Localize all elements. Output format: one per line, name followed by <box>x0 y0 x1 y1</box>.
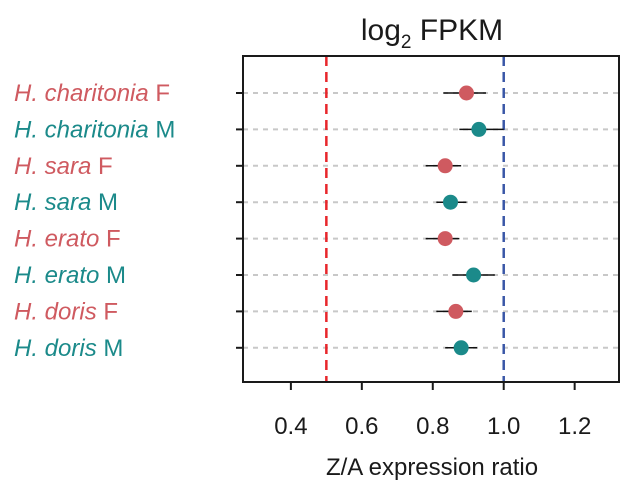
data-point <box>437 158 453 174</box>
row-label-sex: M <box>99 262 126 289</box>
row-label-species: H. doris <box>14 335 97 362</box>
row-label-species: H. charitonia <box>14 80 149 107</box>
data-point <box>448 303 464 319</box>
grid-lines <box>243 92 619 349</box>
x-ticks: 0.4 0.6 0.8 1.0 1.2 <box>274 382 591 440</box>
row-label-sex: F <box>97 298 118 325</box>
data-point <box>466 267 482 283</box>
row-label: H. sara F <box>14 153 113 180</box>
row-label: H. charitonia F <box>14 80 170 107</box>
row-label: H. erato M <box>14 262 126 289</box>
reference-lines <box>325 56 505 382</box>
row-label: H. doris F <box>14 298 118 325</box>
row-label-sex: M <box>97 335 124 362</box>
data-points <box>437 85 487 356</box>
row-label-sex: F <box>149 80 170 107</box>
data-point <box>453 340 469 356</box>
row-label-sex: F <box>99 226 120 253</box>
row-label: H. doris M <box>14 335 123 362</box>
chart-title-subscript: 2 <box>401 32 412 53</box>
chart-title: log2 FPKM <box>361 14 503 53</box>
x-tick-label: 0.4 <box>274 413 307 440</box>
row-label-species: H. sara <box>14 153 91 180</box>
row-label-species: H. erato <box>14 262 99 289</box>
x-tick-label: 1.2 <box>558 413 591 440</box>
row-labels: H. charitonia FH. charitonia MH. sara FH… <box>14 80 175 362</box>
x-axis-label: Z/A expression ratio <box>326 454 538 481</box>
data-point <box>437 231 453 247</box>
plot-frame <box>242 55 620 383</box>
row-label: H. sara M <box>14 189 118 216</box>
x-tick-label: 0.6 <box>345 413 378 440</box>
row-label-species: H. doris <box>14 298 97 325</box>
row-label: H. erato F <box>14 226 121 253</box>
data-point <box>443 194 459 210</box>
row-label: H. charitonia M <box>14 116 175 143</box>
row-label-sex: M <box>149 116 176 143</box>
data-point <box>471 121 487 137</box>
data-point <box>458 85 474 101</box>
row-label-species: H. sara <box>14 189 91 216</box>
x-tick-label: 0.8 <box>416 413 449 440</box>
chart-title-rest: FPKM <box>411 14 503 47</box>
error-bars <box>425 92 504 349</box>
y-ticks <box>236 92 243 349</box>
row-label-sex: F <box>91 153 112 180</box>
chart-title-base: log <box>361 14 401 47</box>
row-label-species: H. charitonia <box>14 116 149 143</box>
row-label-species: H. erato <box>14 226 99 253</box>
x-tick-label: 1.0 <box>487 413 520 440</box>
row-label-sex: M <box>91 189 118 216</box>
